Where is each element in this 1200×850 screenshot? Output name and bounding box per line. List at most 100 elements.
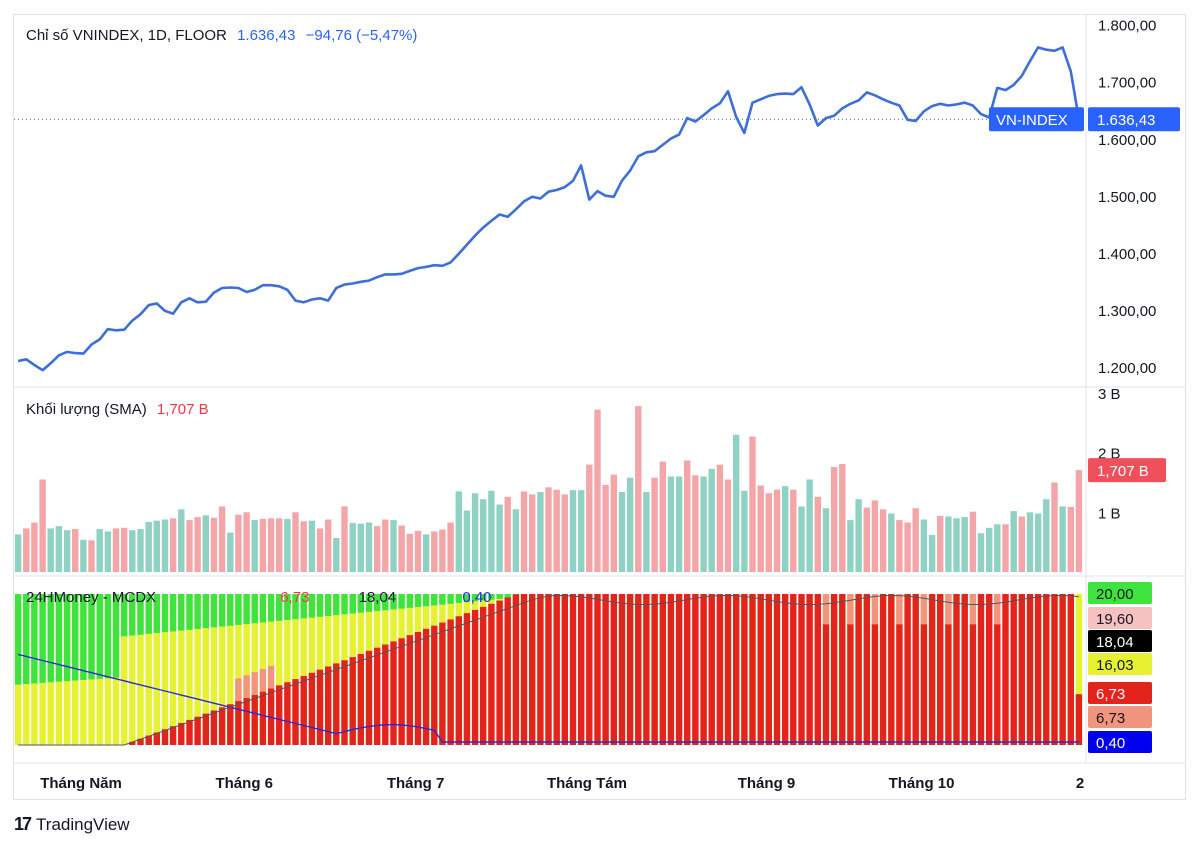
volume-bar xyxy=(749,436,756,572)
mcdx-bar-red xyxy=(529,594,536,745)
volume-bar xyxy=(374,526,381,572)
volume-bar xyxy=(512,509,520,572)
volume-label[interactable]: Khối lượng (SMA) xyxy=(26,401,147,418)
mcdx-bar-green xyxy=(14,594,22,685)
mcdx-bar-salmon xyxy=(896,594,903,625)
mcdx-bar-green xyxy=(80,594,87,680)
mcdx-bar-red xyxy=(724,594,732,745)
main-legend: Chỉ số VNINDEX, 1D, FLOOR 1.636,43 −94,7… xyxy=(26,27,417,44)
mcdx-bar-red xyxy=(357,653,364,745)
mcdx-bar-green xyxy=(341,594,348,615)
mcdx-bar-red xyxy=(1002,594,1009,745)
volume-bar xyxy=(594,409,601,572)
volume-bar xyxy=(782,486,789,572)
tradingview-logo[interactable]: 17 TradingView xyxy=(14,814,130,835)
mcdx-bar-yellow xyxy=(227,594,234,745)
mcdx-bar-red xyxy=(830,594,838,745)
indicator-label[interactable]: 24HMoney - MCDX xyxy=(26,589,157,606)
mcdx-bar-green xyxy=(251,594,258,624)
mcdx-bar-yellow xyxy=(243,594,250,745)
mcdx-bar-green xyxy=(31,594,38,684)
volume-bar xyxy=(553,489,560,572)
volume-bar xyxy=(325,519,332,572)
volume-bar xyxy=(994,524,1001,572)
mcdx-bar-red xyxy=(227,704,234,745)
mcdx-bar-red xyxy=(316,669,324,745)
price-tick-label: 1.700,00 xyxy=(1098,75,1156,92)
volume-bar xyxy=(545,487,552,572)
mcdx-bar-red xyxy=(374,647,381,745)
mcdx-value-badge-label: 0,40 xyxy=(1096,735,1125,752)
mcdx-bar-green xyxy=(398,594,405,609)
volume-bar xyxy=(14,534,22,572)
mcdx-bar-green xyxy=(308,594,316,618)
volume-bar xyxy=(602,484,609,572)
mcdx-bar-red xyxy=(439,622,446,745)
mcdx-bar-red xyxy=(145,735,152,745)
volume-bar xyxy=(635,406,642,572)
volume-bar xyxy=(537,492,544,572)
volume-bar xyxy=(871,500,879,572)
volume-bar xyxy=(316,528,324,572)
mcdx-bar-red xyxy=(1018,594,1025,745)
mcdx-bar-green xyxy=(121,594,128,637)
volume-bar xyxy=(969,511,977,572)
price-tick-label: 1.800,00 xyxy=(1098,18,1156,35)
last-price-badge xyxy=(1088,107,1180,132)
mcdx-bar-red xyxy=(488,603,495,746)
mcdx-bar-red xyxy=(651,594,658,745)
mcdx-bar-red xyxy=(594,594,601,745)
volume-bar xyxy=(569,490,577,572)
mcdx-bar-salmon xyxy=(945,594,952,625)
volume-bar xyxy=(194,517,201,572)
mcdx-bar-green xyxy=(463,594,471,603)
mcdx-bar-red xyxy=(814,594,821,745)
mcdx-bar-red xyxy=(871,624,879,745)
mcdx-value-badge xyxy=(1088,731,1152,753)
volume-bar xyxy=(63,530,71,572)
mcdx-bar-red xyxy=(626,594,634,745)
mcdx-bar-red xyxy=(782,594,789,745)
mcdx-bar-salmon xyxy=(847,594,854,625)
volume-bar xyxy=(675,476,683,572)
volume-bar xyxy=(700,476,707,572)
mcdx-bar-red xyxy=(961,594,968,745)
mcdx-bar-green xyxy=(365,594,373,612)
mcdx-bar-red xyxy=(945,624,952,745)
mcdx-bar-red xyxy=(888,594,895,745)
volume-bar xyxy=(741,490,748,572)
mcdx-value-badge xyxy=(1088,682,1152,704)
volume-bar xyxy=(618,492,626,572)
mcdx-bar-red xyxy=(463,613,471,746)
mcdx-bar-green xyxy=(210,594,218,628)
price-tick-label: 1.500,00 xyxy=(1098,189,1156,206)
volume-bar xyxy=(333,538,340,572)
volume-bar xyxy=(121,527,128,572)
mcdx-bar-red xyxy=(586,594,593,745)
symbol-label[interactable]: Chỉ số VNINDEX, 1D, FLOOR xyxy=(26,27,227,44)
mcdx-bar-red xyxy=(210,710,218,745)
mcdx-bar-green xyxy=(227,594,234,626)
mcdx-bar-yellow xyxy=(169,594,177,745)
time-tick-label: Tháng 6 xyxy=(215,775,273,792)
mcdx-bar-green xyxy=(96,594,103,679)
mcdx-bar-green xyxy=(88,594,95,680)
mcdx-bar-red xyxy=(798,594,805,745)
volume-bar xyxy=(463,510,471,572)
mcdx-bar-red xyxy=(578,594,585,745)
change-value: −94,76 (−5,47%) xyxy=(305,27,418,44)
volume-bar xyxy=(47,528,54,572)
volume-bar xyxy=(724,479,732,572)
mcdx-bar-yellow xyxy=(161,594,169,745)
volume-bar xyxy=(529,494,536,572)
volume-bar xyxy=(847,520,854,572)
volume-bar xyxy=(227,532,234,572)
mcdx-bar-red xyxy=(504,597,511,745)
mcdx-bar-green xyxy=(243,594,250,625)
volume-bar xyxy=(251,520,258,572)
mcdx-bar-red xyxy=(1067,594,1074,745)
indicator-legend: 24HMoney - MCDX 6,73 18,04 0,40 xyxy=(26,589,492,606)
mcdx-bar-green xyxy=(276,594,283,621)
mcdx-bar-yellow xyxy=(316,594,324,745)
